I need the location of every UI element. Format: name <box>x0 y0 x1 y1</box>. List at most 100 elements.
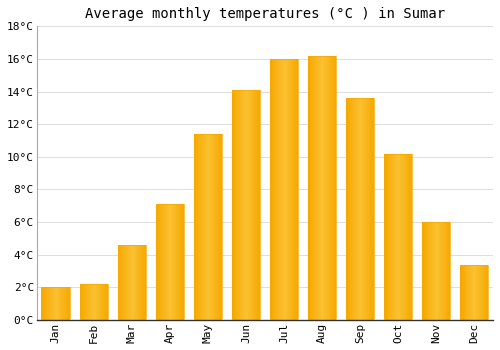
Bar <box>318 56 319 320</box>
Bar <box>92 284 93 320</box>
Bar <box>357 98 358 320</box>
Bar <box>346 98 348 320</box>
Bar <box>362 98 363 320</box>
Bar <box>104 284 105 320</box>
Bar <box>360 98 361 320</box>
Bar <box>323 56 324 320</box>
Bar <box>180 204 181 320</box>
Bar <box>221 134 222 320</box>
Bar <box>332 56 334 320</box>
Bar <box>335 56 336 320</box>
Bar <box>164 204 165 320</box>
Bar <box>320 56 321 320</box>
Bar <box>394 154 395 320</box>
Bar <box>399 154 400 320</box>
Bar <box>364 98 366 320</box>
Bar <box>286 59 287 320</box>
Bar <box>207 134 208 320</box>
Bar <box>128 245 129 320</box>
Bar <box>471 265 472 320</box>
Bar <box>132 245 134 320</box>
Bar <box>408 154 410 320</box>
Bar <box>474 265 475 320</box>
Bar <box>130 245 131 320</box>
Bar <box>277 59 278 320</box>
Bar <box>274 59 276 320</box>
Bar <box>400 154 401 320</box>
Bar <box>100 284 102 320</box>
Bar <box>118 245 146 320</box>
Bar <box>234 90 236 320</box>
Bar <box>308 56 336 320</box>
Bar <box>166 204 167 320</box>
Bar <box>172 204 174 320</box>
Bar <box>42 287 70 320</box>
Bar <box>232 90 260 320</box>
Bar <box>464 265 466 320</box>
Bar <box>287 59 288 320</box>
Bar <box>284 59 285 320</box>
Bar <box>397 154 398 320</box>
Bar <box>442 222 444 320</box>
Bar <box>183 204 184 320</box>
Bar <box>312 56 314 320</box>
Bar <box>105 284 106 320</box>
Bar <box>480 265 482 320</box>
Bar <box>124 245 125 320</box>
Bar <box>244 90 245 320</box>
Bar <box>321 56 322 320</box>
Bar <box>126 245 127 320</box>
Bar <box>50 287 51 320</box>
Bar <box>278 59 279 320</box>
Bar <box>384 154 412 320</box>
Bar <box>163 204 164 320</box>
Bar <box>308 56 310 320</box>
Bar <box>280 59 281 320</box>
Bar <box>460 265 488 320</box>
Bar <box>171 204 172 320</box>
Bar <box>90 284 91 320</box>
Bar <box>359 98 360 320</box>
Bar <box>404 154 406 320</box>
Bar <box>84 284 85 320</box>
Bar <box>80 284 82 320</box>
Bar <box>209 134 210 320</box>
Bar <box>290 59 292 320</box>
Bar <box>142 245 143 320</box>
Bar <box>259 90 260 320</box>
Bar <box>206 134 207 320</box>
Bar <box>479 265 480 320</box>
Bar <box>356 98 357 320</box>
Bar <box>310 56 312 320</box>
Bar <box>330 56 332 320</box>
Bar <box>143 245 144 320</box>
Bar <box>122 245 123 320</box>
Bar <box>65 287 66 320</box>
Bar <box>446 222 448 320</box>
Bar <box>363 98 364 320</box>
Bar <box>348 98 350 320</box>
Bar <box>406 154 408 320</box>
Bar <box>118 245 120 320</box>
Bar <box>87 284 88 320</box>
Bar <box>247 90 248 320</box>
Bar <box>144 245 145 320</box>
Bar <box>170 204 171 320</box>
Bar <box>484 265 486 320</box>
Bar <box>478 265 479 320</box>
Bar <box>430 222 432 320</box>
Bar <box>82 284 84 320</box>
Bar <box>67 287 68 320</box>
Bar <box>352 98 354 320</box>
Bar <box>252 90 254 320</box>
Bar <box>123 245 124 320</box>
Bar <box>292 59 294 320</box>
Bar <box>210 134 212 320</box>
Bar <box>477 265 478 320</box>
Bar <box>48 287 49 320</box>
Bar <box>401 154 402 320</box>
Bar <box>205 134 206 320</box>
Bar <box>393 154 394 320</box>
Bar <box>246 90 247 320</box>
Bar <box>370 98 372 320</box>
